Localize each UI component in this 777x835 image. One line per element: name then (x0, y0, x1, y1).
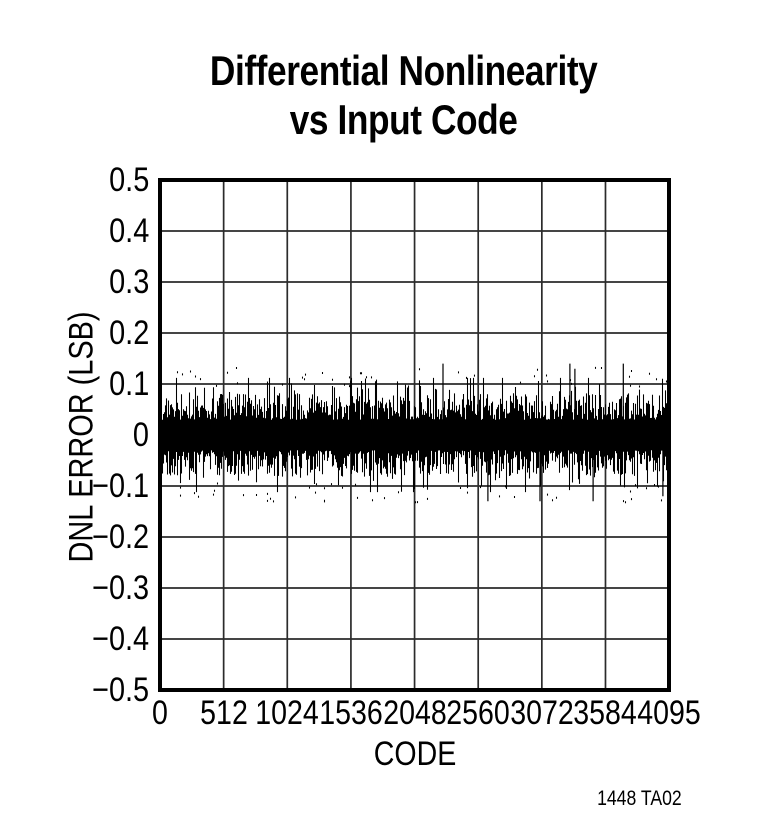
x-tick-label: 512 (199, 694, 248, 732)
notable-spikes (442, 363, 664, 502)
y-axis-title: DNL ERROR (LSB) (62, 311, 101, 563)
y-tick-label: 0.1 (108, 365, 149, 403)
plot-frame (158, 178, 671, 692)
x-tick-label: 0 (152, 694, 168, 732)
figure-number: 1448 TA02 (597, 787, 682, 810)
x-tick-label: 2048 (382, 694, 447, 732)
y-tick-label: −0.5 (91, 671, 149, 709)
y-tick-label: 0.2 (108, 314, 149, 352)
y-tick-label: −0.4 (91, 620, 149, 658)
x-tick-label: 1536 (319, 694, 383, 732)
y-tick-label: −0.3 (91, 569, 149, 607)
y-tick-label: 0.5 (108, 161, 149, 199)
noise-specks (176, 366, 668, 504)
chart-title-line1: Differential Nonlinearity (209, 47, 598, 94)
x-tick-label: 2560 (446, 694, 510, 732)
chart-title-line2: vs Input Code (289, 96, 518, 143)
y-tick-label: −0.2 (91, 518, 149, 556)
y-tick-label: 0 (132, 416, 149, 454)
x-tick-label: 4095 (637, 694, 701, 732)
chart-title: Differential Nonlinearity vs Input Code (30, 46, 777, 144)
x-axis-title: CODE (373, 735, 457, 773)
x-tick-label: 1024 (255, 694, 320, 732)
y-tick-label: 0.4 (108, 212, 149, 250)
x-tick-label: 3072 (510, 694, 574, 732)
y-tick-label: −0.1 (91, 467, 149, 505)
x-tick-label: 3584 (573, 694, 638, 732)
y-tick-label: 0.3 (108, 263, 149, 301)
